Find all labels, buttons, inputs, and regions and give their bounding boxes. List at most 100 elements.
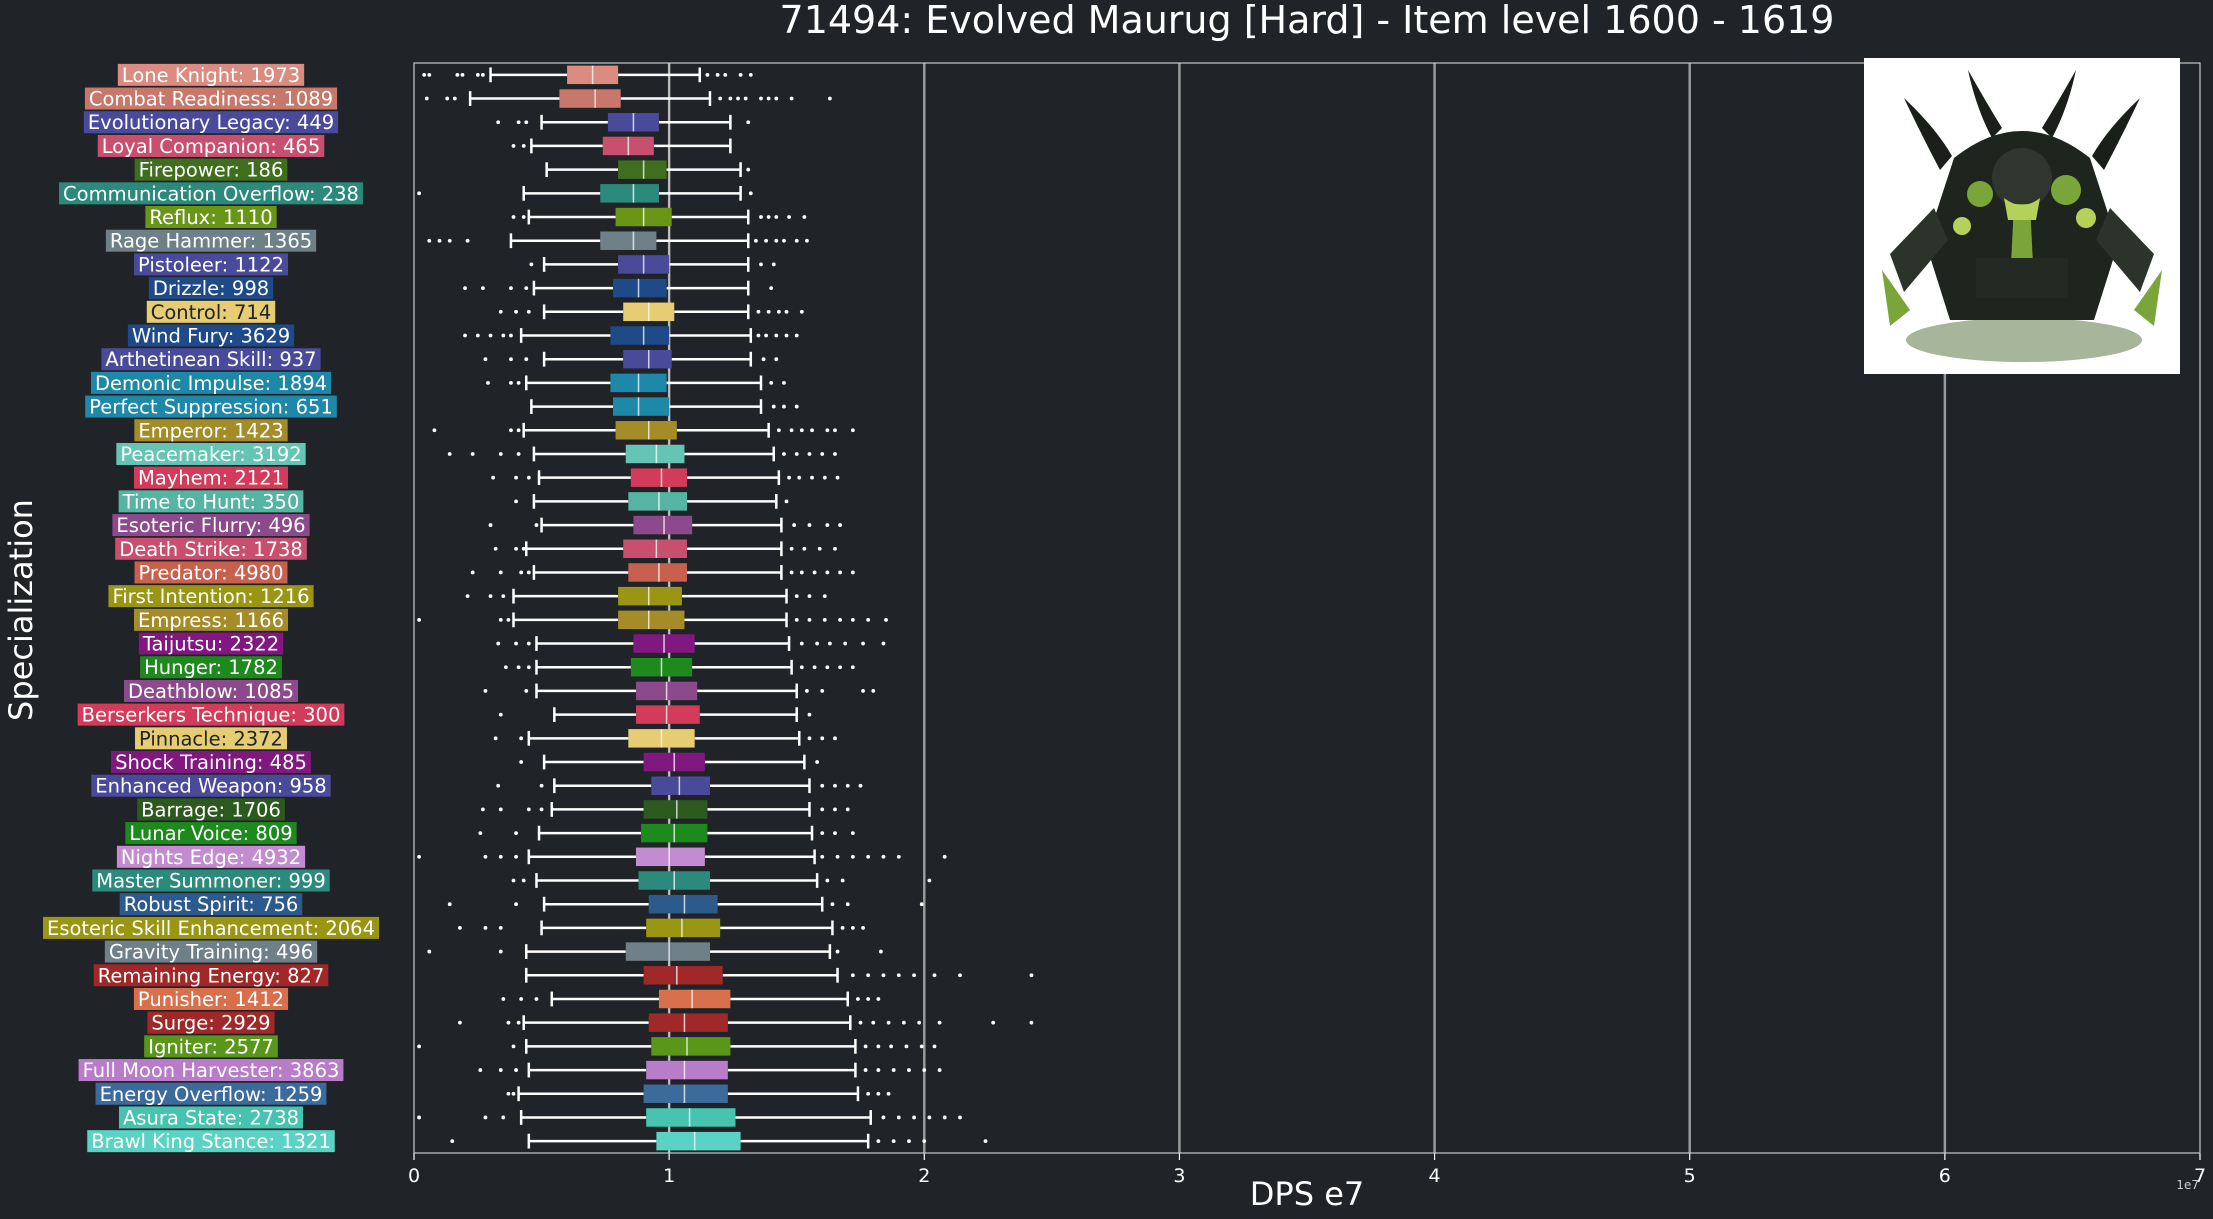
outlier-point bbox=[866, 1091, 871, 1096]
category-label-text: Shock Training: 485 bbox=[115, 751, 307, 774]
iqr-box bbox=[628, 563, 688, 582]
category-label: Hunger: 1782 bbox=[140, 656, 282, 679]
category-label-text: Reflux: 1110 bbox=[149, 206, 272, 229]
outlier-point bbox=[475, 333, 480, 338]
outlier-point bbox=[825, 665, 830, 670]
outlier-point bbox=[807, 617, 812, 622]
outlier-point bbox=[881, 641, 886, 646]
iqr-box bbox=[630, 468, 688, 487]
category-label-background bbox=[119, 893, 303, 916]
outlier-point bbox=[534, 997, 539, 1001]
outlier-point bbox=[850, 925, 855, 930]
outlier-point bbox=[789, 570, 794, 575]
outlier-point bbox=[761, 357, 766, 362]
outlier-point bbox=[526, 807, 531, 812]
outlier-point bbox=[787, 475, 791, 480]
outlier-point bbox=[501, 997, 506, 1001]
outlier-point bbox=[866, 973, 871, 978]
outlier-point bbox=[830, 902, 835, 907]
category-label-text: Drizzle: 998 bbox=[153, 277, 269, 300]
outlier-point bbox=[514, 499, 518, 504]
box-row bbox=[498, 705, 812, 724]
box-row bbox=[463, 278, 774, 298]
category-label-background bbox=[101, 348, 321, 371]
category-label-background bbox=[144, 1035, 278, 1058]
outlier-point bbox=[516, 380, 521, 385]
category-label: Time to Hunt: 350 bbox=[118, 490, 304, 513]
box-row bbox=[427, 942, 883, 961]
box-row bbox=[483, 681, 876, 701]
category-label-background bbox=[138, 632, 284, 655]
category-label-background bbox=[146, 300, 276, 323]
category-label-background bbox=[91, 774, 331, 797]
outlier-point bbox=[866, 854, 871, 859]
outlier-point bbox=[417, 1115, 422, 1120]
box-row bbox=[417, 610, 888, 630]
outlier-point bbox=[942, 854, 947, 859]
outlier-point bbox=[799, 309, 804, 314]
outlier-point bbox=[863, 1068, 868, 1072]
category-label-background bbox=[97, 134, 325, 157]
outlier-point bbox=[825, 428, 830, 433]
outlier-point bbox=[509, 333, 513, 338]
category-label-text: Taijutsu: 2322 bbox=[142, 633, 279, 656]
outlier-point bbox=[827, 641, 832, 646]
box-row bbox=[514, 492, 789, 511]
outlier-point bbox=[845, 807, 850, 812]
outlier-point bbox=[478, 831, 483, 836]
category-label-background bbox=[77, 703, 345, 726]
outlier-point bbox=[498, 309, 503, 314]
outlier-point bbox=[815, 760, 820, 764]
chart-title: 71494: Evolved Maurug [Hard] - Item leve… bbox=[780, 0, 1835, 42]
outlier-point bbox=[912, 973, 916, 978]
outlier-point bbox=[919, 1044, 924, 1049]
outlier-point bbox=[784, 333, 789, 338]
category-label: Combat Readiness: 1089 bbox=[84, 87, 338, 111]
iqr-box bbox=[618, 160, 667, 179]
outlier-point bbox=[822, 475, 827, 480]
outlier-point bbox=[498, 949, 503, 954]
category-label: Nights Edge: 4932 bbox=[116, 845, 306, 869]
outlier-point bbox=[838, 523, 842, 527]
outlier-point bbox=[787, 215, 791, 219]
outlier-point bbox=[483, 1115, 488, 1120]
outlier-point bbox=[789, 546, 794, 551]
category-label-background bbox=[59, 182, 363, 205]
category-label-background bbox=[134, 158, 288, 181]
category-label-background bbox=[147, 1011, 275, 1034]
outlier-point bbox=[876, 997, 881, 1001]
outlier-point bbox=[922, 1139, 927, 1144]
outlier-point bbox=[835, 854, 840, 859]
outlier-point bbox=[723, 72, 728, 77]
box-row bbox=[463, 326, 799, 345]
outlier-point bbox=[511, 878, 516, 883]
x-axis-ticks: 0 1 2 3 4 5 6 7 bbox=[408, 1153, 2206, 1187]
outlier-point bbox=[1029, 1020, 1034, 1025]
box-row bbox=[447, 894, 924, 914]
outlier-point bbox=[516, 1020, 521, 1025]
plot-border bbox=[413, 62, 2201, 1154]
category-label-background bbox=[134, 608, 288, 631]
category-label: Empress: 1166 bbox=[134, 608, 288, 632]
category-label: Rage Hammer: 1365 bbox=[105, 229, 317, 253]
outlier-point bbox=[794, 404, 799, 409]
outlier-point bbox=[519, 570, 524, 575]
outlier-point bbox=[794, 238, 799, 243]
outlier-point bbox=[705, 72, 710, 77]
outlier-point bbox=[797, 475, 802, 480]
category-label: Pistoleer: 1122 bbox=[134, 253, 288, 276]
outlier-point bbox=[458, 925, 462, 930]
box-row bbox=[417, 1108, 962, 1127]
category-label-text: Arthetinean Skill: 937 bbox=[105, 348, 316, 371]
outlier-point bbox=[526, 309, 531, 314]
category-label-text: Demonic Impulse: 1894 bbox=[95, 372, 327, 395]
box-row bbox=[525, 966, 1034, 985]
box-row bbox=[511, 207, 807, 227]
outlier-point bbox=[501, 333, 506, 338]
outlier-point bbox=[856, 997, 860, 1001]
outlier-point bbox=[802, 546, 807, 551]
outlier-point bbox=[886, 1020, 891, 1025]
box-row bbox=[458, 1013, 1034, 1032]
outlier-point bbox=[766, 309, 771, 314]
outlier-point bbox=[850, 428, 855, 433]
